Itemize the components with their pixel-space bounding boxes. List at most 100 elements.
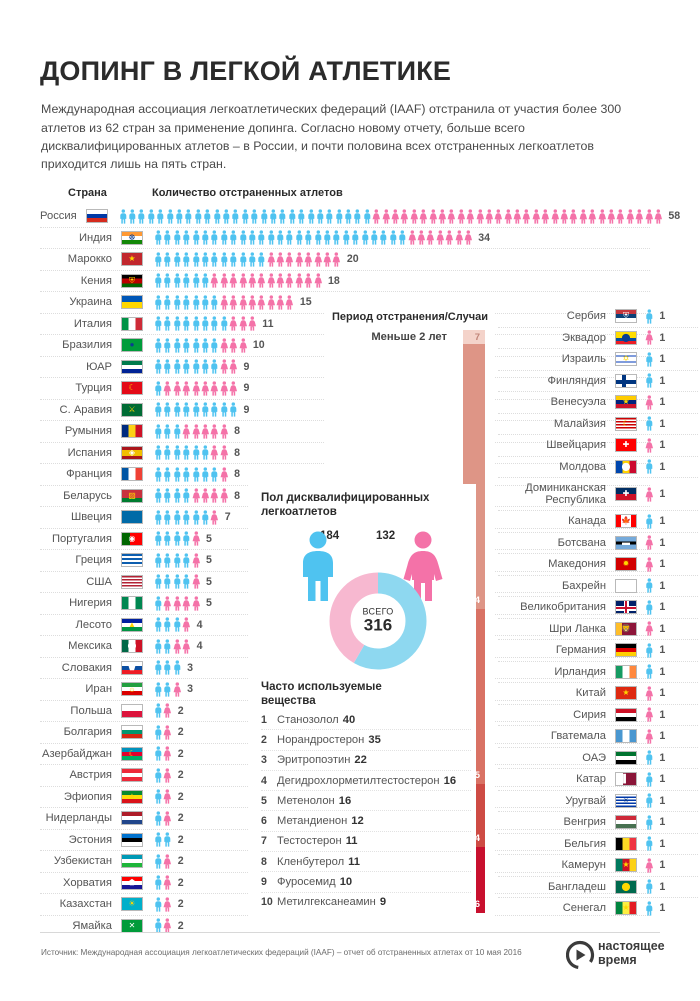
pictogram-group bbox=[154, 358, 239, 376]
male-pictogram-icon bbox=[230, 402, 237, 417]
intro-paragraph: Международная ассоциация легкоатлетическ… bbox=[41, 102, 622, 171]
male-pictogram-icon bbox=[192, 402, 199, 417]
female-pictogram-icon bbox=[267, 295, 275, 310]
female-pictogram-icon bbox=[410, 209, 418, 224]
athlete-count-value: 9 bbox=[243, 360, 250, 373]
country-name: Доминиканская Республика bbox=[525, 481, 606, 507]
pictogram-group bbox=[645, 706, 654, 724]
female-pictogram-icon bbox=[332, 252, 341, 267]
pictogram-group bbox=[154, 616, 192, 634]
male-pictogram-icon bbox=[211, 316, 218, 331]
country-flag-icon bbox=[121, 510, 143, 525]
substance-value: 9 bbox=[379, 896, 387, 909]
country-flag-icon bbox=[615, 836, 637, 851]
male-pictogram-icon bbox=[164, 295, 171, 310]
pictogram-group bbox=[154, 551, 201, 569]
country-name: Эфиопия bbox=[63, 790, 112, 803]
athlete-count-value: 1 bbox=[659, 816, 666, 829]
male-pictogram-icon bbox=[195, 209, 202, 224]
country-name: Швеция bbox=[70, 511, 112, 524]
male-pictogram-icon bbox=[242, 209, 249, 224]
male-pictogram-icon bbox=[164, 402, 171, 417]
male-pictogram-icon bbox=[258, 252, 265, 267]
male-pictogram-icon bbox=[155, 596, 162, 611]
country-flag-icon: ◉ bbox=[121, 531, 143, 546]
male-pictogram-icon bbox=[221, 316, 228, 331]
male-pictogram-icon bbox=[204, 209, 211, 224]
country-name: Швейцария bbox=[546, 439, 606, 452]
male-pictogram-icon bbox=[164, 510, 171, 525]
female-pictogram-icon bbox=[201, 488, 209, 503]
substance-rank: 3 bbox=[261, 754, 267, 767]
country-name: Португалия bbox=[52, 532, 112, 545]
country-flag-icon bbox=[615, 750, 637, 765]
male-pictogram-icon bbox=[157, 209, 164, 224]
female-pictogram-icon bbox=[229, 338, 238, 353]
male-pictogram-icon bbox=[646, 750, 653, 765]
pictogram-group bbox=[645, 770, 654, 788]
substance-value: 35 bbox=[368, 733, 381, 746]
female-pictogram-icon bbox=[314, 252, 322, 267]
footer-divider bbox=[40, 932, 660, 933]
table-row: Камерун ★ 1 bbox=[498, 855, 698, 877]
country-flag-icon bbox=[121, 359, 143, 374]
male-pictogram-icon bbox=[335, 209, 342, 224]
athlete-count-value: 1 bbox=[659, 730, 666, 743]
male-pictogram-icon bbox=[239, 252, 246, 267]
substance-row: 2 Норандростерон 35 bbox=[261, 730, 471, 751]
female-pictogram-icon bbox=[426, 230, 435, 245]
country-flag-icon: ● bbox=[121, 338, 143, 353]
country-name: Россия bbox=[40, 210, 77, 223]
period-segment-value: 7 bbox=[474, 332, 480, 343]
athlete-count-value: 1 bbox=[659, 536, 666, 549]
male-pictogram-icon bbox=[239, 230, 246, 245]
athlete-count-value: 1 bbox=[659, 773, 666, 786]
male-pictogram-icon bbox=[352, 230, 359, 245]
athlete-count-value: 1 bbox=[659, 460, 666, 473]
athlete-count-value: 8 bbox=[234, 468, 241, 481]
country-name: Китай bbox=[575, 687, 606, 700]
pictogram-group bbox=[645, 350, 654, 368]
athlete-count-value: 2 bbox=[177, 704, 184, 717]
male-pictogram-icon bbox=[174, 660, 181, 675]
male-pictogram-icon bbox=[164, 273, 171, 288]
athlete-count-value: 1 bbox=[659, 665, 666, 678]
male-pictogram-icon bbox=[211, 467, 218, 482]
athlete-count-value: 1 bbox=[659, 601, 666, 614]
country-flag-icon: ⬤ bbox=[121, 639, 143, 654]
country-name: Франция bbox=[66, 468, 112, 481]
athlete-count-value: 1 bbox=[659, 708, 666, 721]
male-pictogram-icon bbox=[164, 617, 171, 632]
pictogram-group bbox=[645, 372, 654, 390]
male-pictogram-icon bbox=[155, 832, 162, 847]
country-flag-icon: ★ bbox=[615, 395, 637, 410]
table-row: Кения ⛨ 18 bbox=[40, 271, 650, 292]
table-row: ОАЭ 1 bbox=[498, 748, 698, 769]
country-flag-icon bbox=[121, 768, 143, 783]
male-pictogram-icon bbox=[164, 682, 171, 697]
table-row: Германия 1 bbox=[498, 640, 698, 662]
male-pictogram-icon bbox=[277, 230, 284, 245]
country-name: Сирия bbox=[573, 708, 606, 721]
pictogram-group bbox=[154, 680, 182, 698]
country-flag-icon bbox=[85, 209, 108, 224]
male-pictogram-icon bbox=[211, 252, 218, 267]
substance-row: 3 Эритропоэтин 22 bbox=[261, 751, 471, 771]
female-pictogram-icon bbox=[163, 854, 172, 869]
male-pictogram-icon bbox=[183, 445, 190, 460]
female-pictogram-icon bbox=[551, 209, 559, 224]
athlete-count-value: 1 bbox=[659, 794, 666, 807]
table-row: Канада 🍁 1 bbox=[498, 511, 698, 533]
country-name: Испания bbox=[67, 446, 112, 459]
athlete-count-value: 1 bbox=[659, 644, 666, 657]
pictogram-group bbox=[645, 878, 654, 896]
female-pictogram-icon bbox=[163, 897, 172, 912]
country-flag-icon: ★ bbox=[615, 901, 637, 916]
country-flag-icon: ⛨ bbox=[121, 273, 143, 288]
pictogram-group bbox=[154, 874, 173, 892]
pictogram-group bbox=[645, 307, 654, 325]
female-pictogram-icon bbox=[464, 230, 472, 245]
female-pictogram-icon bbox=[229, 273, 238, 288]
female-pictogram-icon bbox=[588, 209, 597, 224]
male-pictogram-icon bbox=[267, 230, 274, 245]
